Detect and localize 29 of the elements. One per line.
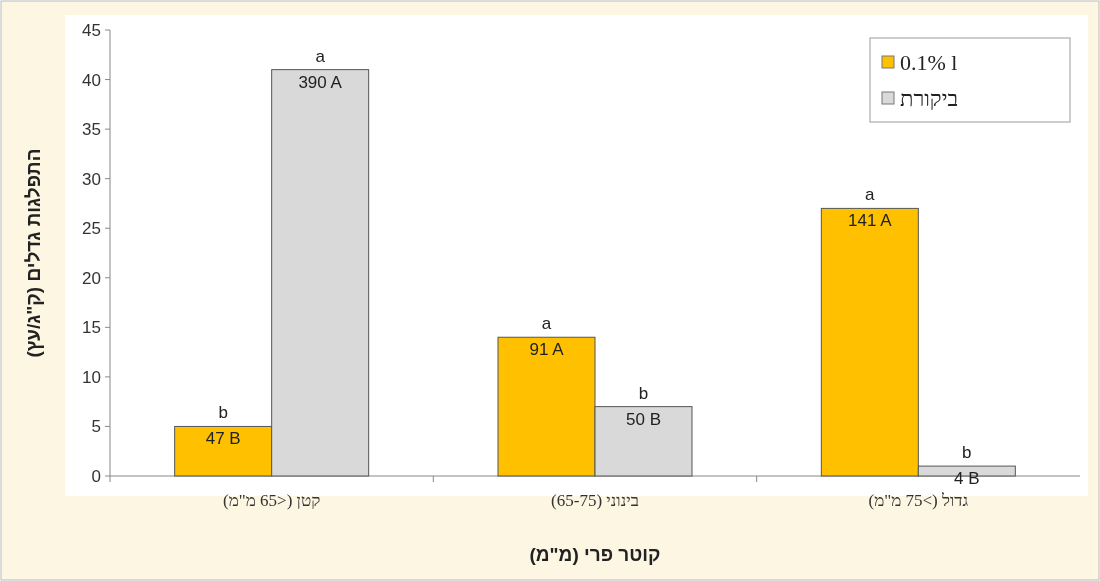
y-tick-label: 5	[91, 417, 101, 437]
annotation: 4 B	[954, 469, 980, 489]
y-tick-label: 45	[82, 20, 101, 40]
y-tick-label: 40	[82, 70, 101, 90]
annotation: 47 B	[205, 429, 241, 449]
annotation: b	[962, 443, 972, 463]
legend-label: ביקורת	[900, 85, 958, 111]
annotation: b	[638, 383, 649, 403]
annotation: 141 A	[848, 211, 893, 231]
y-tick-label: 0	[91, 466, 101, 486]
y-axis-title: התפלגות גדלים (ק"ג/עץ)	[23, 148, 44, 358]
y-tick-label: 35	[82, 120, 101, 140]
x-tick-label: קטן (<65 מ"מ)	[223, 491, 321, 510]
x-axis-title: קוטר פרי (מ"מ)	[529, 544, 661, 565]
annotation: b	[218, 403, 228, 423]
y-tick-label: 20	[82, 268, 101, 288]
y-tick-label: 10	[82, 367, 101, 387]
annotation: a	[541, 314, 552, 334]
y-tick-label: 25	[82, 219, 101, 239]
y-tick-label: 30	[82, 169, 101, 189]
annotation: 390 A	[298, 72, 343, 92]
x-tick-label: בינוני (65-75)	[551, 491, 639, 510]
legend-label: 0.1% l	[900, 49, 958, 75]
x-tick-label: גדול (>75 מ"מ)	[868, 491, 969, 510]
annotation: 91 A	[529, 340, 565, 360]
annotation: 50 B	[626, 409, 661, 429]
annotation: a	[865, 185, 876, 205]
y-tick-label: 15	[82, 318, 101, 338]
annotation: a	[315, 46, 326, 66]
